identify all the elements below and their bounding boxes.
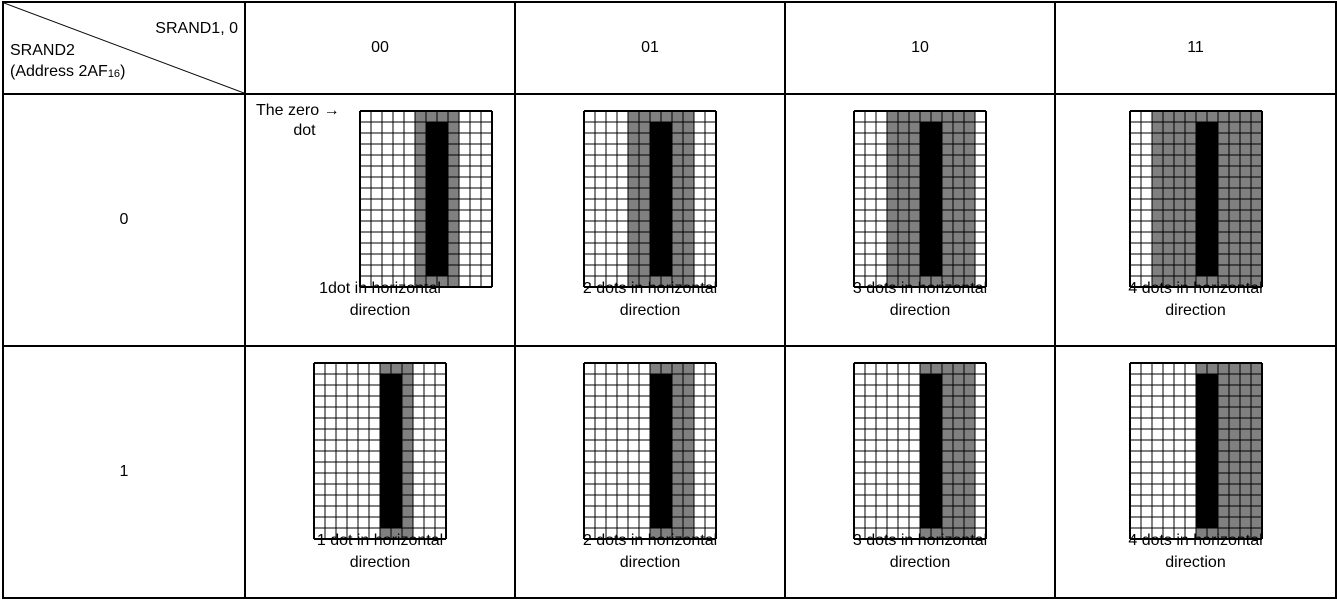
caption-line2: direction (889, 302, 951, 319)
dot-matrix (583, 362, 717, 540)
caption-line2: direction (889, 554, 951, 571)
srand2-label: SRAND2 (Address 2AF16) (10, 40, 125, 85)
dot-matrix (853, 362, 987, 540)
dot-matrix (583, 110, 717, 288)
dot-matrix (1128, 362, 1263, 540)
dot-matrix (359, 110, 493, 288)
dot-grid (853, 362, 987, 545)
cell-caption: 2 dots in horizontal direction (516, 530, 784, 574)
caption-line2: direction (349, 554, 411, 571)
dot-matrix (313, 362, 447, 540)
column-header-10: 10 (784, 1, 1056, 95)
zero-dot-text: The zero (256, 102, 320, 119)
dot-grid (359, 110, 493, 293)
column-header-00: 00 (244, 1, 516, 95)
zero-dot-text-2: dot (293, 122, 316, 139)
dot-grid (853, 110, 987, 293)
caption-line1: 3 dots in horizontal (852, 280, 988, 297)
caption-line1: 4 dots in horizontal (1128, 280, 1263, 297)
cell-r1-c2: 3 dots in horizontal direction (784, 345, 1056, 599)
cell-caption: 4 dots in horizontal direction (1056, 278, 1335, 322)
caption-line2: direction (1165, 302, 1226, 319)
address-subscript: 16 (107, 68, 121, 80)
cell-caption: 1dot in horizontal direction (246, 278, 514, 322)
cell-r0-c0: The zero → dot 1dot in horizontal direct… (244, 93, 516, 347)
dot-grid (583, 362, 717, 545)
srand1-label: SRAND1, 0 (155, 20, 238, 37)
cell-caption: 3 dots in horizontal direction (786, 278, 1054, 322)
cell-caption: 1 dot in horizontal direction (246, 530, 514, 574)
cell-caption: 3 dots in horizontal direction (786, 530, 1054, 574)
column-header-11: 11 (1054, 1, 1337, 95)
row-header-0: 0 (2, 93, 246, 347)
cell-r1-c1: 2 dots in horizontal direction (514, 345, 786, 599)
cell-r0-c1: 2 dots in horizontal direction (514, 93, 786, 347)
cell-caption: 2 dots in horizontal direction (516, 278, 784, 322)
srand2-line1: SRAND2 (10, 42, 75, 59)
zero-dot-annotation: The zero → dot (256, 101, 340, 141)
dot-grid (313, 362, 447, 545)
dot-matrix (1128, 110, 1263, 288)
address-suffix: ) (120, 63, 126, 80)
cell-caption: 4 dots in horizontal direction (1056, 530, 1335, 574)
caption-line1: 1 dot in horizontal (316, 532, 444, 549)
cell-r0-c3: 4 dots in horizontal direction (1054, 93, 1337, 347)
corner-diagonal (4, 3, 244, 93)
corner-header-cell: SRAND1, 0 SRAND2 (Address 2AF16) (2, 1, 246, 95)
address-prefix: (Address 2AF (10, 63, 108, 80)
dot-grid (1128, 110, 1263, 293)
caption-line1: 3 dots in horizontal (852, 532, 988, 549)
caption-line2: direction (619, 554, 681, 571)
dot-matrix (853, 110, 987, 288)
row-header-1: 1 (2, 345, 246, 599)
arrow-right-icon: → (323, 102, 340, 119)
cell-r1-c3: 4 dots in horizontal direction (1054, 345, 1337, 599)
column-header-01: 01 (514, 1, 786, 95)
caption-line1: 1dot in horizontal (319, 280, 441, 297)
dot-grid (1128, 362, 1263, 545)
cell-r0-c2: 3 dots in horizontal direction (784, 93, 1056, 347)
caption-line2: direction (349, 302, 411, 319)
caption-line1: 4 dots in horizontal (1128, 532, 1263, 549)
srand2-line2: (Address 2AF16) (10, 61, 125, 85)
caption-line1: 2 dots in horizontal (582, 532, 718, 549)
dot-grid (583, 110, 717, 293)
caption-line2: direction (619, 302, 681, 319)
cell-r1-c0: 1 dot in horizontal direction (244, 345, 516, 599)
caption-line2: direction (1165, 554, 1226, 571)
caption-line1: 2 dots in horizontal (582, 280, 718, 297)
